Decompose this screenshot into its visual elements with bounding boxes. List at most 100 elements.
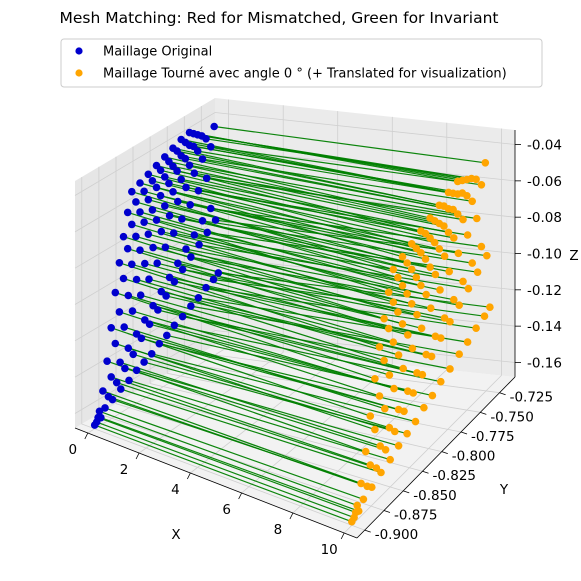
match-line [172, 147, 440, 206]
match-line [139, 249, 403, 325]
match-line [127, 211, 389, 293]
rotated-point [440, 252, 449, 260]
original-point [128, 260, 136, 269]
x-tick-mark [238, 492, 242, 500]
original-point [136, 291, 145, 300]
match-line [111, 376, 371, 466]
rotated-point [354, 507, 363, 515]
original-point [182, 183, 190, 192]
rotated-point [384, 324, 393, 333]
original-point [203, 228, 212, 237]
original-point [149, 301, 157, 310]
original-point [202, 283, 210, 292]
match-line [152, 209, 417, 278]
legend-marker-rotated [75, 69, 83, 77]
original-point [132, 366, 141, 375]
original-point [165, 179, 173, 188]
y-tick-label: -0.875 [394, 508, 438, 524]
rotated-point [417, 281, 425, 290]
original-point [119, 232, 128, 241]
grid-z [74, 112, 516, 196]
x-tick-label: 2 [120, 462, 129, 478]
rotated-point [483, 251, 491, 260]
z-tick-label: -0.14 [527, 319, 562, 335]
original-point [121, 364, 129, 373]
match-line [164, 176, 431, 239]
original-point [111, 339, 120, 348]
rotated-point [380, 356, 388, 365]
y-tick-mark [480, 411, 487, 415]
match-line [119, 262, 380, 348]
original-point [152, 183, 161, 192]
original-point [210, 122, 218, 131]
rotated-point [473, 214, 481, 223]
match-line [124, 326, 385, 410]
original-point [119, 274, 128, 283]
match-line [210, 146, 482, 186]
original-point [140, 218, 148, 226]
original-point [141, 316, 149, 324]
chart-title: Mesh Matching: Red for Mismatched, Green… [59, 9, 498, 27]
z-tick-label: -0.10 [527, 247, 562, 263]
match-line [181, 155, 449, 210]
original-point [207, 143, 215, 151]
original-point [165, 211, 174, 220]
original-point [111, 288, 120, 297]
rotated-point [398, 320, 407, 328]
original-point [190, 169, 199, 177]
rotated-point [361, 447, 370, 456]
rotated-point [413, 369, 421, 377]
original-point [161, 153, 169, 161]
rotated-point [363, 482, 372, 491]
rotated-point [398, 252, 407, 261]
rotated-point [389, 338, 398, 347]
rotated-point [453, 177, 462, 186]
match-line [176, 170, 445, 227]
original-point [115, 259, 124, 267]
rotated-point [376, 442, 385, 450]
rotated-point [394, 405, 403, 414]
original-point [214, 269, 223, 277]
match-line [148, 199, 412, 270]
match-line [131, 263, 394, 343]
rotated-point [394, 273, 402, 282]
rotated-point [477, 242, 486, 251]
rotated-point [407, 240, 416, 248]
rotated-point [454, 249, 463, 258]
x-axis-label: X [171, 527, 180, 543]
match-line [124, 367, 386, 451]
rotated-point [468, 259, 477, 267]
match-line [136, 369, 399, 447]
rotated-point [375, 343, 384, 351]
rotated-point [450, 295, 458, 304]
match-line [96, 421, 355, 519]
match-line [156, 165, 422, 232]
original-point [157, 287, 166, 296]
rotated-point [350, 513, 358, 522]
original-point [140, 358, 148, 366]
original-point [211, 216, 220, 224]
x-tick-label: 4 [171, 482, 180, 498]
original-point [132, 198, 140, 206]
original-point [161, 173, 169, 181]
original-point [132, 232, 140, 241]
rotated-point [455, 350, 464, 359]
match-line [189, 132, 458, 182]
rotated-point [473, 268, 482, 277]
rotated-point [446, 317, 454, 326]
original-point [156, 191, 165, 200]
match-line [99, 410, 358, 506]
original-point [103, 357, 111, 366]
match-line [127, 248, 389, 330]
rotated-point [463, 231, 472, 239]
original-point [95, 407, 104, 416]
rotated-point [446, 365, 454, 373]
original-point [163, 331, 171, 340]
x-tick-label: 8 [274, 522, 283, 538]
match-line [135, 201, 399, 279]
legend-box [60, 38, 543, 88]
legend-label-original: Maillage Original [103, 45, 212, 60]
original-point [209, 275, 218, 284]
match-line [156, 219, 422, 287]
match-line [139, 182, 403, 258]
